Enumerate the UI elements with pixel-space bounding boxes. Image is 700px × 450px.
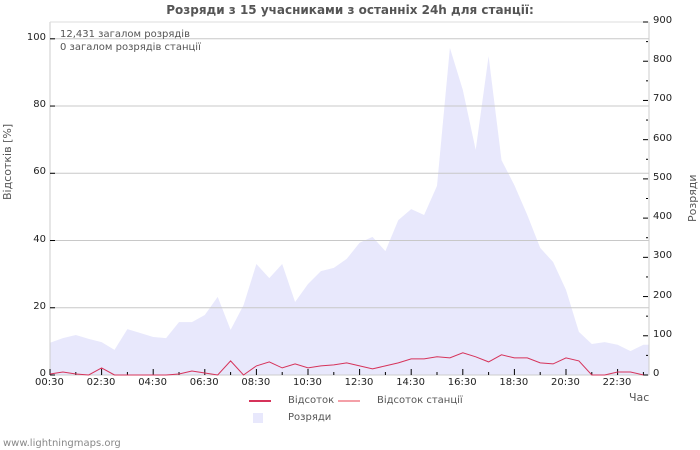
y-left-tick-label: 40 <box>33 233 46 245</box>
x-tick-label: 02:30 <box>86 377 116 388</box>
x-tick-label: 16:30 <box>447 377 477 388</box>
legend-item-percent: Відсоток <box>249 395 334 406</box>
legend-label-percent: Відсоток <box>288 395 335 406</box>
footer-site-link[interactable]: www.lightningmaps.org <box>3 438 121 449</box>
y-left-tick-label: 60 <box>33 166 46 178</box>
y-right-tick-label: 900 <box>653 15 673 26</box>
y-right-tick-label: 300 <box>653 250 673 262</box>
x-tick-label: 06:30 <box>189 377 219 388</box>
y-left-tick-label: 0 <box>39 368 46 379</box>
x-tick-label: 22:30 <box>602 377 632 388</box>
legend-line-station-percent-icon <box>338 399 360 402</box>
y-left-tick-label: 80 <box>33 99 46 111</box>
chart-title: Розряди з 15 учасниками з останніх 24h д… <box>166 3 534 17</box>
x-axis-label: Час <box>629 391 650 404</box>
station-strokes-info: 0 загалом розрядів станції <box>60 42 201 53</box>
x-tick-label: 20:30 <box>551 377 580 388</box>
total-strokes-info: 12,431 загалом розрядів <box>60 29 190 40</box>
y-axis-right-label: Розряди <box>686 174 699 222</box>
y-right-tick-label: 200 <box>653 289 673 301</box>
y-left-tick-label: 20 <box>33 300 46 312</box>
legend-item-station-percent: Відсоток станції <box>338 395 463 406</box>
y-right-tick-label: 600 <box>653 132 673 144</box>
x-tick-label: 04:30 <box>138 377 168 388</box>
y-right-tick-label: 0 <box>653 368 660 379</box>
x-tick-label: 00:30 <box>35 377 64 388</box>
legend-label-station-percent: Відсоток станції <box>377 395 463 406</box>
grid-lines <box>50 38 649 309</box>
y-right-tick-label: 500 <box>653 171 673 183</box>
y-left-tick-label: 100 <box>26 31 46 43</box>
x-tick-label: 12:30 <box>344 377 374 388</box>
y-right-tick-label: 100 <box>653 328 673 340</box>
legend-box-strokes-icon <box>253 412 263 423</box>
x-tick-label: 18:30 <box>499 377 529 388</box>
legend-line-percent-icon <box>249 399 271 402</box>
percent-line-series <box>49 352 644 376</box>
legend-item-strokes: Розряди <box>249 412 331 423</box>
x-tick-label: 08:30 <box>241 377 271 388</box>
legend-label-strokes: Розряди <box>288 412 332 423</box>
x-tick-label: 14:30 <box>396 377 426 388</box>
y-axis-left-label: Відсотків [%] <box>1 123 14 200</box>
y-right-tick-label: 700 <box>653 93 673 105</box>
strokes-area-series <box>50 47 649 376</box>
y-right-tick-label: 800 <box>653 54 673 66</box>
y-right-tick-label: 400 <box>653 211 673 223</box>
x-tick-label: 10:30 <box>293 377 322 388</box>
